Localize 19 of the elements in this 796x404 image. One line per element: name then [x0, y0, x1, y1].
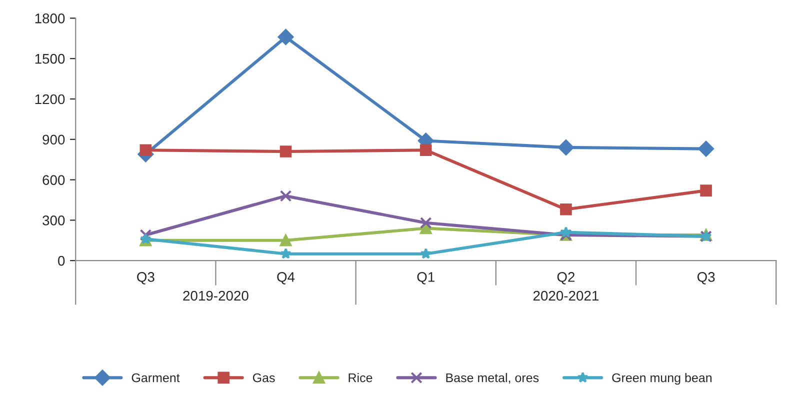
y-tick-label: 1200 [35, 94, 65, 104]
x-tick-label: Q4 [277, 272, 295, 284]
x-tick-label: Q2 [557, 272, 575, 284]
legend-label: Garment [132, 373, 180, 382]
x-tick-label: Q3 [697, 272, 715, 284]
legend-label: Rice [348, 373, 372, 382]
text: 2019-2020 [183, 290, 248, 301]
text: 2020-2021 [533, 290, 598, 301]
y-tick-label: 600 [42, 175, 65, 185]
y-tick-label: 1500 [35, 54, 65, 64]
y-tick-label: 300 [42, 216, 65, 226]
y-tick-label: 0 [58, 256, 65, 266]
x-tick-label: Q3 [137, 272, 154, 284]
legend-label: Gas [252, 373, 275, 382]
y-tick-label: 900 [42, 134, 65, 145]
x-tick-label: Q1 [417, 272, 434, 284]
legend-label: Green mung bean [612, 373, 712, 385]
y-tick-label: 1800 [35, 14, 65, 24]
legend-label: Base metal, ores [446, 373, 539, 384]
